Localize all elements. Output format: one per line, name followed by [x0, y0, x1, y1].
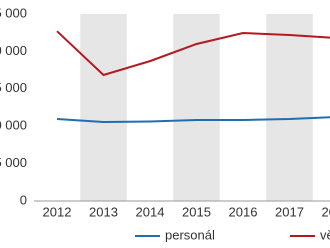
x-tick-label: 2018	[322, 204, 330, 219]
y-tick-label: 25 000	[0, 5, 27, 20]
y-tick-label: 20 000	[0, 43, 27, 58]
x-tick-label: 2014	[136, 204, 165, 219]
x-tick-label: 2012	[43, 204, 72, 219]
x-tick-label: 2017	[275, 204, 304, 219]
band	[266, 14, 313, 201]
y-tick-label: 15 000	[0, 80, 27, 95]
x-tick-label: 2015	[182, 204, 211, 219]
legend-label: vězni	[320, 227, 330, 242]
series-line	[56, 116, 330, 124]
legend-label: personál	[165, 227, 215, 242]
y-tick-label: 0	[20, 192, 27, 207]
series-line	[56, 30, 330, 77]
band	[80, 14, 127, 201]
x-tick-label: 2016	[229, 204, 258, 219]
x-tick-label: 2013	[89, 204, 118, 219]
y-tick-label: 10 000	[0, 118, 27, 133]
band	[173, 14, 220, 201]
y-tick-label: 5 000	[0, 155, 27, 170]
